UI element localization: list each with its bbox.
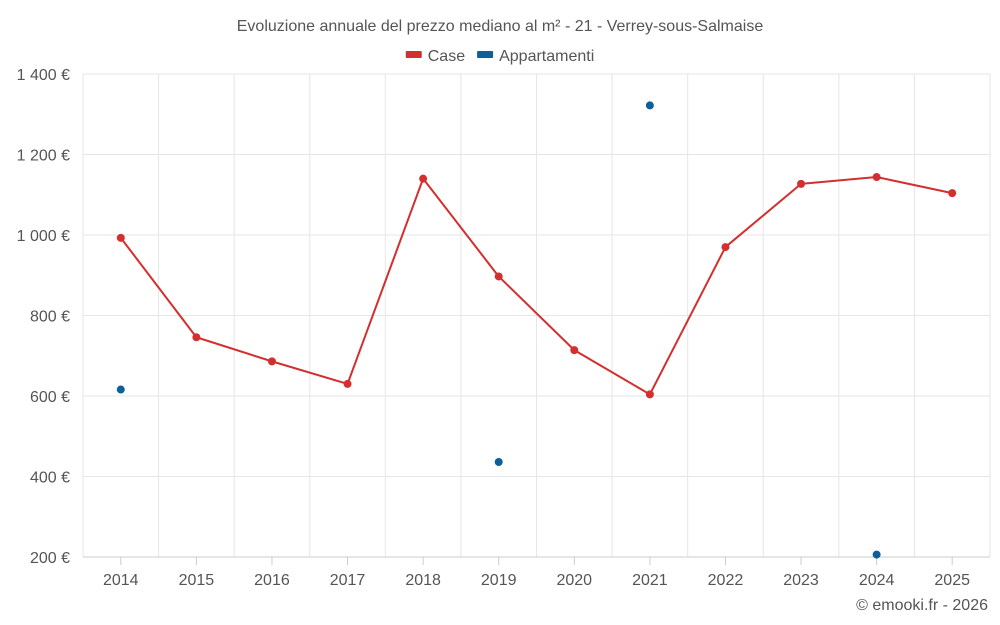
axes: 200 € 400 € 600 € 800 € 1 000 € 1 200 € 1 400 … — [17, 67, 990, 589]
legend: Case Appartamenti — [405, 48, 594, 65]
x-tick-label: 2021 — [632, 572, 668, 589]
x-tick-label: 2023 — [783, 572, 819, 589]
x-tick-label: 2024 — [859, 572, 895, 589]
legend-label-appartamenti[interactable]: Appartamenti — [499, 48, 594, 65]
data-point-case[interactable] — [116, 233, 125, 242]
series-line-case — [119, 176, 953, 396]
legend-swatch-case[interactable] — [405, 51, 422, 58]
y-tick-label: 400 € — [30, 470, 70, 487]
data-point-appartamenti[interactable] — [116, 385, 125, 394]
data-point-appartamenti[interactable] — [872, 550, 881, 559]
data-point-case[interactable] — [948, 189, 957, 198]
data-point-case[interactable] — [645, 390, 654, 399]
credit-text: © emooki.fr - 2026 — [856, 597, 988, 614]
data-point-case[interactable] — [570, 346, 579, 355]
gridlines — [82, 73, 991, 557]
y-tick-label: 800 € — [30, 309, 70, 326]
x-tick-label: 2022 — [708, 572, 744, 589]
x-tick-label: 2017 — [330, 572, 366, 589]
x-tick-label: 2018 — [405, 572, 441, 589]
data-point-case[interactable] — [192, 333, 201, 342]
data-point-case[interactable] — [419, 174, 428, 183]
y-tick-label: 1 400 € — [17, 67, 70, 84]
x-tick-label: 2016 — [254, 572, 290, 589]
data-point-case[interactable] — [343, 379, 352, 388]
x-tick-label: 2014 — [103, 572, 139, 589]
legend-swatch-appartamenti[interactable] — [477, 51, 494, 58]
data-point-case[interactable] — [872, 173, 881, 182]
data-point-case[interactable] — [494, 272, 503, 281]
y-tick-label: 1 000 € — [17, 228, 70, 245]
data-point-appartamenti[interactable] — [645, 101, 654, 110]
x-tick-label: 2020 — [556, 572, 592, 589]
data-point-case[interactable] — [267, 357, 276, 366]
y-tick-label: 1 200 € — [17, 148, 70, 165]
y-tick-label: 600 € — [30, 389, 70, 406]
x-tick-label: 2025 — [934, 572, 970, 589]
legend-label-case[interactable]: Case — [428, 48, 465, 65]
data-point-appartamenti[interactable] — [494, 458, 503, 467]
plot-area — [116, 101, 957, 559]
data-point-case[interactable] — [797, 179, 806, 188]
x-tick-label: 2015 — [179, 572, 215, 589]
data-point-case[interactable] — [721, 243, 730, 252]
y-tick-label: 200 € — [30, 550, 70, 567]
chart-title: Evoluzione annuale del prezzo mediano al… — [237, 18, 764, 35]
x-tick-label: 2019 — [481, 572, 517, 589]
